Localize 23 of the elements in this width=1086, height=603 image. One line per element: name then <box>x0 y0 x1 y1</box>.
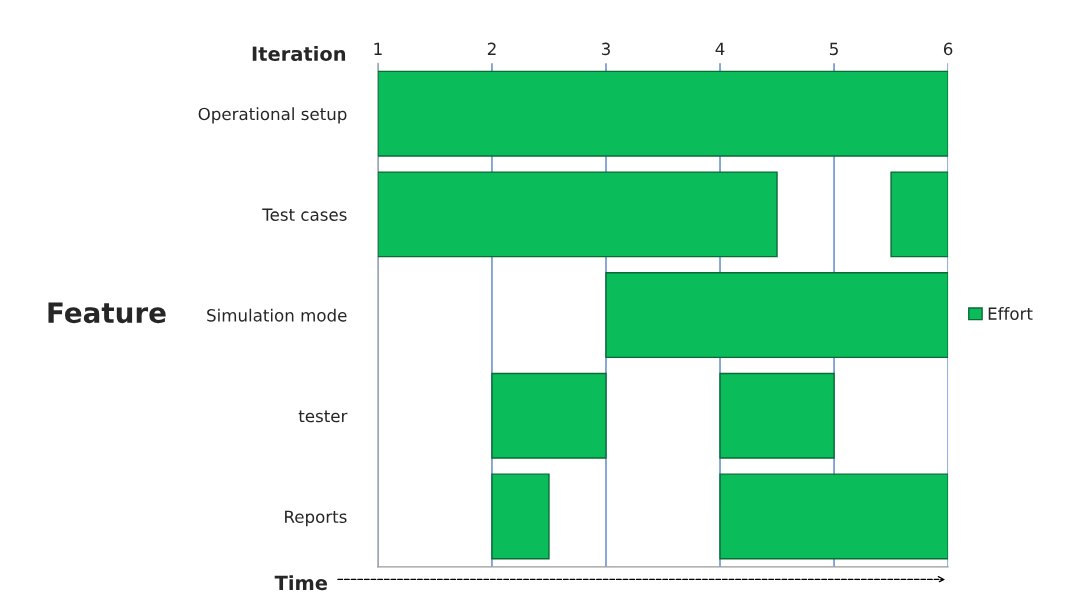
bar <box>491 372 607 459</box>
bar <box>377 70 949 157</box>
y-tick-label: Operational setup <box>198 107 347 124</box>
x-tick-label: 3 <box>601 42 610 56</box>
text: Time <box>274 575 328 591</box>
y-tick-label: Simulation mode <box>207 308 347 322</box>
x-tick-label: 4 <box>715 42 725 55</box>
legend-label: Effort <box>988 307 1033 320</box>
x-tick-label: 6 <box>943 42 953 56</box>
bar <box>605 272 949 359</box>
bar <box>890 171 949 258</box>
y-tick-label: tester <box>298 410 348 423</box>
x-tick-label: 2 <box>487 42 496 55</box>
y-tick-label: Reports <box>285 510 347 527</box>
bar <box>719 372 835 459</box>
y-axis-title: Feature <box>48 302 166 324</box>
bar <box>719 473 949 560</box>
bar <box>377 171 778 258</box>
x-tick-label: 5 <box>830 42 838 56</box>
x-tick-label: 1 <box>374 42 382 55</box>
x-axis-title: Iteration <box>252 46 346 62</box>
bar <box>491 473 550 560</box>
y-tick-label: Test cases <box>262 208 347 221</box>
